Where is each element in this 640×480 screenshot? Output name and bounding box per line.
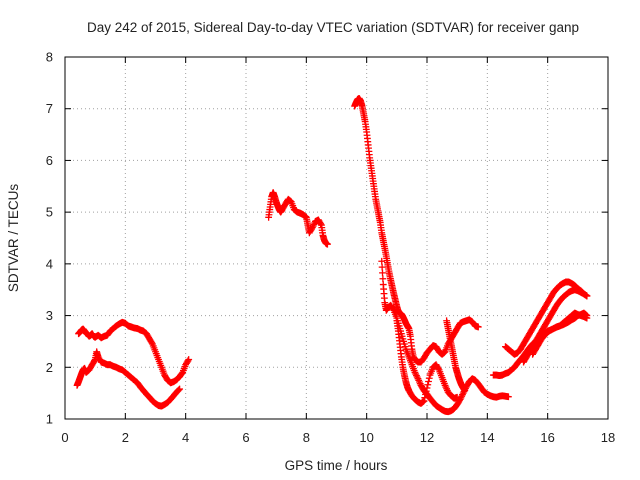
data-point — [174, 387, 182, 394]
data-point — [185, 356, 193, 363]
x-tick-label: 0 — [61, 430, 68, 445]
chart-title: Day 242 of 2015, Sidereal Day-to-day VTE… — [87, 20, 579, 35]
data-point — [184, 357, 192, 365]
x-tick-label: 8 — [303, 430, 310, 445]
y-tick-label: 4 — [46, 256, 53, 271]
y-tick-label: 7 — [46, 101, 53, 116]
data-point — [175, 386, 183, 394]
x-tick-label: 16 — [540, 430, 554, 445]
data-point — [378, 263, 386, 271]
data-point — [412, 370, 420, 378]
y-tick-label: 8 — [46, 50, 53, 65]
data-point — [324, 240, 331, 248]
y-axis-label: SDTVAR / TECUs — [6, 184, 21, 293]
series-arc-4-lowest — [529, 309, 591, 358]
data-point — [505, 393, 512, 401]
y-tick-label: 2 — [46, 360, 53, 375]
data-point — [411, 369, 419, 376]
x-tick-label: 12 — [420, 430, 434, 445]
data-point — [425, 378, 432, 385]
series-arc-1-lower — [73, 348, 184, 410]
data-point — [309, 222, 317, 230]
data-point — [413, 372, 420, 379]
data-point — [379, 275, 387, 283]
x-tick-label: 4 — [182, 430, 189, 445]
data-point — [389, 305, 397, 313]
data-point — [413, 373, 421, 381]
data-point — [583, 292, 591, 300]
data-marks — [73, 94, 591, 416]
x-tick-label: 6 — [242, 430, 249, 445]
data-point — [458, 392, 466, 400]
series-arc-2 — [265, 189, 331, 248]
data-point — [420, 397, 428, 405]
data-point — [474, 323, 482, 331]
data-point — [176, 385, 184, 393]
data-point — [583, 312, 591, 319]
data-point — [453, 393, 461, 401]
series-arc-3-main — [351, 94, 482, 366]
data-point — [379, 269, 386, 277]
data-point — [422, 391, 429, 398]
y-tick-label: 5 — [46, 205, 53, 220]
data-point — [424, 381, 432, 389]
data-point — [421, 394, 429, 402]
y-tick-label: 3 — [46, 308, 53, 323]
series-arc-3-branch-c — [443, 317, 469, 394]
data-point — [310, 221, 318, 228]
data-point — [378, 257, 386, 265]
series-arc-3-branch-b — [393, 317, 461, 407]
y-tick-label: 1 — [46, 412, 53, 427]
grid — [65, 57, 608, 419]
data-point — [308, 224, 316, 232]
y-tick-label: 6 — [46, 153, 53, 168]
data-point — [423, 384, 431, 392]
data-point — [422, 387, 430, 395]
data-point — [425, 374, 433, 382]
x-tick-label: 2 — [122, 430, 129, 445]
x-tick-label: 10 — [359, 430, 373, 445]
data-point — [317, 220, 325, 228]
data-point — [91, 357, 98, 365]
plot-frame — [64, 56, 609, 420]
x-tick-label: 18 — [601, 430, 615, 445]
x-tick-label: 14 — [480, 430, 494, 445]
data-point — [148, 339, 156, 347]
x-axis-label: GPS time / hours — [285, 458, 388, 473]
data-point — [461, 387, 469, 394]
data-point — [434, 365, 442, 372]
data-point — [459, 391, 466, 399]
data-point — [178, 370, 186, 377]
series-arc-1-upper — [75, 318, 193, 387]
